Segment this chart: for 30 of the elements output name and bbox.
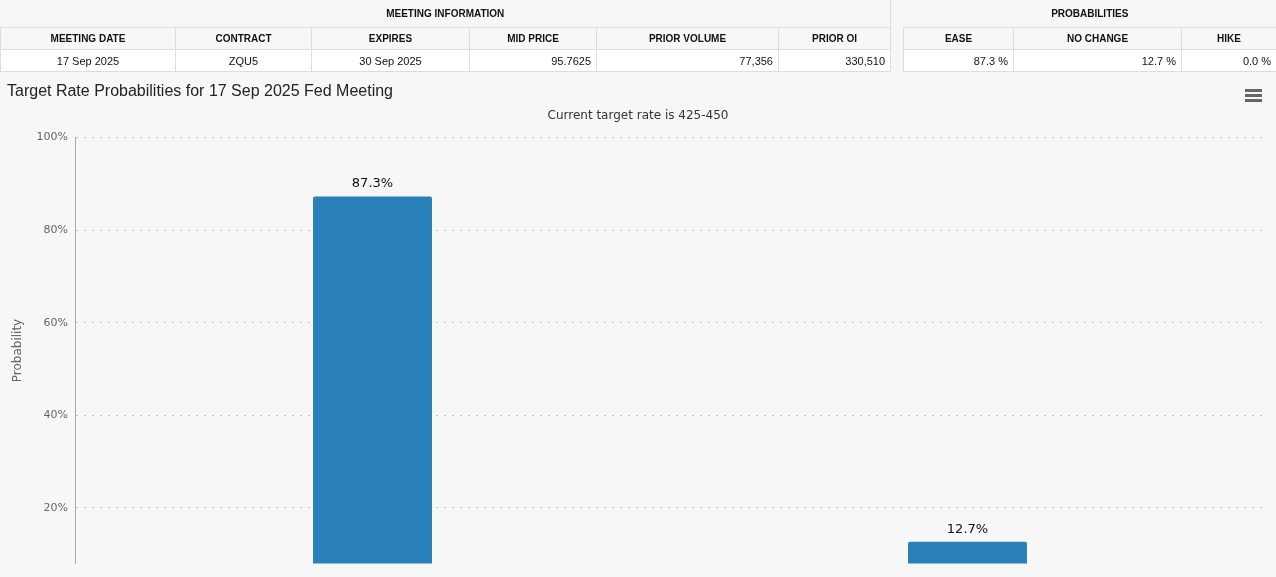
text: 30 Sep 2025	[311, 49, 470, 72]
category-label: CONTRACT	[175, 27, 312, 50]
y-tick-label: 100%	[36, 130, 68, 144]
text: 95.7625	[469, 49, 597, 72]
category-label: MID PRICE	[469, 27, 597, 50]
category-label: MEETING DATE	[0, 27, 176, 50]
text: 0.0 %	[1181, 49, 1276, 72]
text: 17 Sep 2025	[0, 49, 176, 72]
category-label: HIKE	[1181, 27, 1276, 50]
text: MEETING INFORMATION	[0, 0, 891, 28]
chart-subtitle: Current target rate is 425-450	[547, 108, 729, 122]
chart-title: Target Rate Probabilities for 17 Sep 2025 Fed Meeting	[7, 82, 394, 100]
text: 330,510	[778, 49, 891, 72]
y-tick-label: 80%	[43, 223, 68, 237]
text: 12.7 %	[1013, 49, 1182, 72]
y-axis-title: Probability	[10, 318, 25, 383]
text: 77,356	[596, 49, 779, 72]
text: PROBABILITIES	[903, 0, 1276, 28]
y-tick-label: 40%	[43, 408, 68, 422]
category-label: PRIOR VOLUME	[596, 27, 779, 50]
category-label: NO CHANGE	[1013, 27, 1182, 50]
y-tick-label: 20%	[43, 500, 68, 514]
text: 87.3 %	[903, 49, 1014, 72]
text: ZQU5	[175, 49, 312, 72]
category-label: EASE	[903, 27, 1014, 50]
data-label: 12.7%	[946, 520, 989, 536]
data-label: 87.3%	[351, 175, 394, 191]
y-tick-label: 60%	[43, 315, 68, 329]
category-label: EXPIRES	[311, 27, 470, 50]
category-label: PRIOR OI	[778, 27, 891, 50]
